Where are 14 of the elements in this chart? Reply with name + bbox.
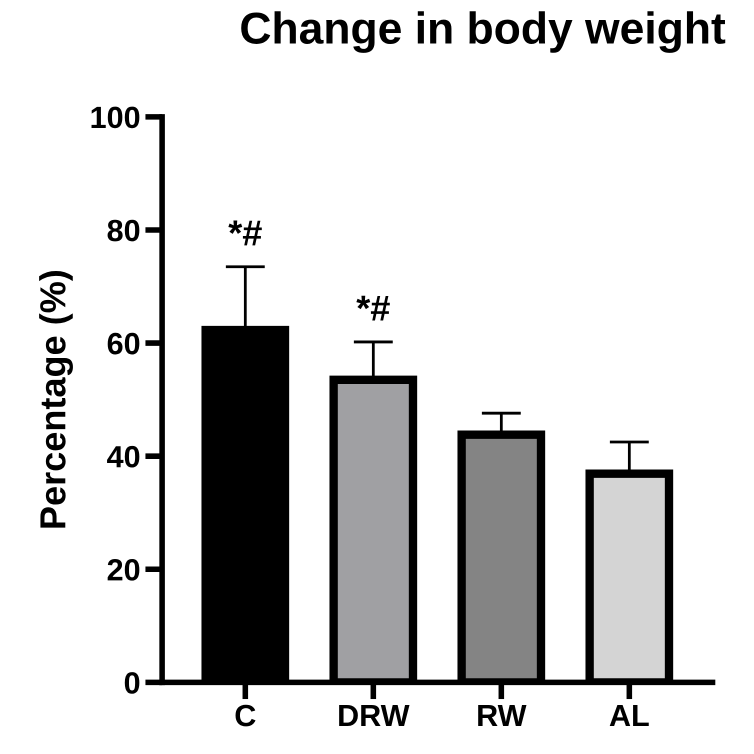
y-tick-label: 20 xyxy=(108,559,140,581)
x-tick-label: DRW xyxy=(339,705,410,726)
y-tick-label: 0 xyxy=(124,672,140,694)
y-axis-title: Percentage (%) xyxy=(39,270,73,528)
y-tick-label: 100 xyxy=(92,106,140,128)
y-tick-label: 40 xyxy=(107,446,140,468)
chart-title: Change in body weight xyxy=(241,11,726,53)
annotation: *# xyxy=(356,296,390,321)
annotation: *# xyxy=(228,220,262,246)
y-tick-label: 80 xyxy=(108,220,140,242)
x-tick-label: C xyxy=(236,704,256,726)
x-tick-label: RW xyxy=(478,705,526,726)
x-tick-label: AL xyxy=(610,705,649,726)
y-tick-label: 60 xyxy=(108,332,140,354)
